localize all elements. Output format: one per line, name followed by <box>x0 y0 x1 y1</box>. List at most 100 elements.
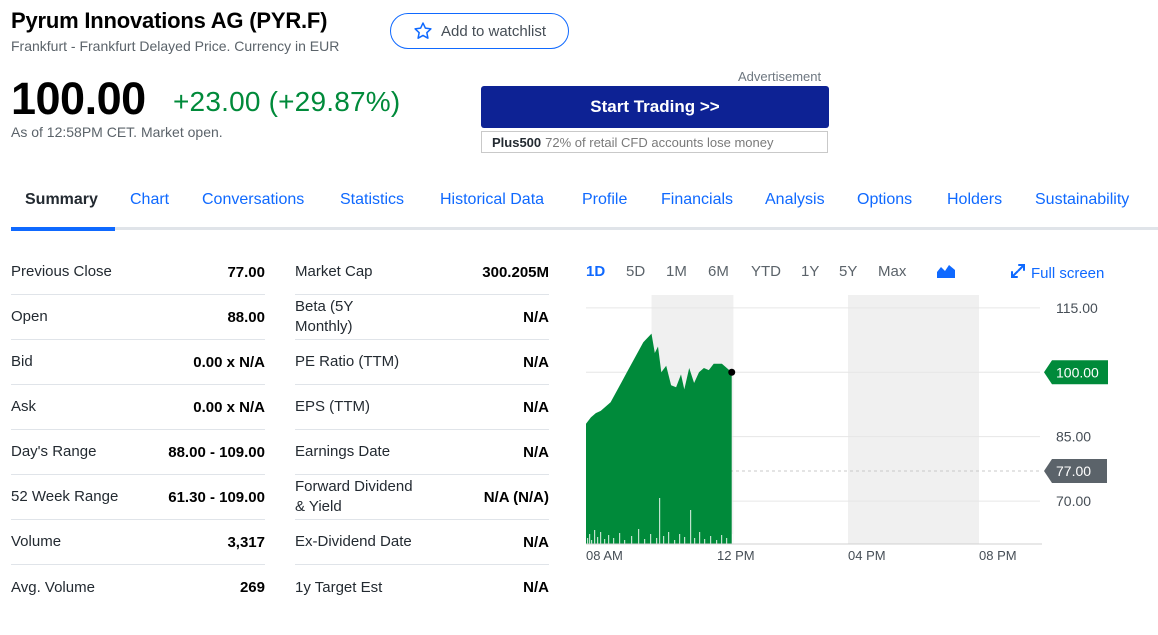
star-icon <box>413 21 433 41</box>
volume-bar <box>613 538 615 544</box>
ad-disclaimer[interactable]: Plus500 72% of retail CFD accounts lose … <box>481 131 828 153</box>
stat-value: N/A <box>523 533 549 551</box>
volume-bar <box>631 536 633 544</box>
range-1m-button[interactable]: 1M <box>666 263 687 280</box>
summary-table-left: Previous Close 77.00 Open 88.00 Bid 0.00 x … <box>11 250 265 610</box>
stat-label: Day's Range <box>11 443 97 460</box>
current-price-tag <box>1044 360 1108 385</box>
price-change: +23.00 (+29.87%) <box>173 86 401 117</box>
stat-label: EPS (TTM) <box>295 398 370 415</box>
tab-sustainability[interactable]: Sustainability <box>1035 191 1130 208</box>
stat-value: 269 <box>239 579 265 596</box>
tab-chart[interactable]: Chart <box>130 191 170 208</box>
table-row: Volume 3,317 <box>11 520 265 565</box>
volume-bar <box>732 534 734 544</box>
tab-summary[interactable]: Summary <box>25 191 98 208</box>
table-row: Ask 0.00 x N/A <box>11 385 265 430</box>
range-5d-button[interactable]: 5D <box>626 263 646 280</box>
range-1d-button[interactable]: 1D <box>586 263 606 280</box>
summary-table-right: Market Cap 300.205M Beta (5Y Monthly) N/A … <box>295 250 549 610</box>
current-price-marker <box>728 368 736 376</box>
table-row: Day's Range 88.00 - 109.00 <box>11 430 265 475</box>
y-tick-label: 85.00 <box>1056 429 1091 445</box>
x-tick-label: 08 AM <box>586 548 623 563</box>
exchange-subtitle: Frankfurt - Frankfurt Delayed Price. Cur… <box>11 38 340 54</box>
price-area <box>586 333 732 544</box>
table-row: Avg. Volume 269 <box>11 565 265 610</box>
table-row: Previous Close 77.00 <box>11 250 265 295</box>
range-1y-button[interactable]: 1Y <box>801 263 820 280</box>
chart-shaded-region <box>848 295 979 544</box>
table-row: Earnings Date N/A <box>295 430 549 475</box>
range-6m-button[interactable]: 6M <box>708 263 729 280</box>
stat-value: 0.00 x N/A <box>193 398 265 416</box>
volume-bar <box>656 538 658 544</box>
ad-disclaimer-text: 72% of retail CFD accounts lose money <box>545 134 774 150</box>
tab-conversations[interactable]: Conversations <box>202 191 305 208</box>
range-max-button[interactable]: Max <box>878 263 907 280</box>
volume-bar <box>742 537 744 544</box>
table-row: Open 88.00 <box>11 295 265 340</box>
stat-value: 88.00 <box>227 308 265 326</box>
volume-bar <box>716 540 718 544</box>
full-screen-button[interactable]: Full screen <box>1010 263 1104 283</box>
table-row: Beta (5Y Monthly) N/A <box>295 295 549 340</box>
volume-bar <box>704 539 706 544</box>
tab-profile[interactable]: Profile <box>582 191 628 208</box>
volume-bar <box>710 536 712 544</box>
watchlist-label: Add to watchlist <box>440 22 547 40</box>
table-row: EPS (TTM) N/A <box>295 385 549 430</box>
range-5y-button[interactable]: 5Y <box>839 263 858 280</box>
stat-label: Open <box>11 308 48 325</box>
stat-value: 88.00 - 109.00 <box>168 443 265 461</box>
x-tick-label: 08 PM <box>979 548 1017 563</box>
tab-statistics[interactable]: Statistics <box>340 191 405 208</box>
stat-label: Bid <box>11 353 33 370</box>
mountain-chart-icon[interactable] <box>937 264 955 283</box>
start-trading-button[interactable]: Start Trading >> <box>481 86 829 128</box>
tab-analysis[interactable]: Analysis <box>765 191 825 208</box>
volume-bar <box>608 535 610 544</box>
volume-bar <box>604 539 606 544</box>
volume-bar <box>591 540 593 544</box>
tab-historical-data[interactable]: Historical Data <box>440 191 545 208</box>
stat-value: 3,317 <box>227 533 265 551</box>
stat-value: N/A <box>523 398 549 416</box>
tab-financials[interactable]: Financials <box>661 191 734 208</box>
stat-label: Earnings Date <box>295 443 391 460</box>
tab-options[interactable]: Options <box>857 191 913 208</box>
stat-value: 300.205M <box>482 263 549 281</box>
volume-bar <box>644 539 646 544</box>
stat-value: N/A <box>523 353 549 371</box>
stat-label: 52 Week Range <box>11 488 119 505</box>
stat-label: Previous Close <box>11 263 112 280</box>
volume-bar <box>587 538 589 544</box>
volume-bar <box>597 537 599 544</box>
add-to-watchlist-button[interactable]: Add to watchlist <box>390 13 569 49</box>
stat-value: N/A (N/A) <box>483 488 549 506</box>
volume-bar <box>663 536 665 544</box>
volume-bar <box>594 530 596 544</box>
stat-value: 77.00 <box>227 263 265 281</box>
range-ytd-button[interactable]: YTD <box>751 263 781 280</box>
volume-bar <box>624 540 626 544</box>
stat-label: Volume <box>11 533 62 550</box>
volume-bar <box>684 537 686 544</box>
volume-bar <box>668 532 670 544</box>
table-row: 1y Target Est N/A <box>295 565 549 610</box>
quote-nav-tabs: Summary Chart Conversations Statistics H… <box>11 180 1158 231</box>
current-price-tag-label: 100.00 <box>1056 364 1099 380</box>
x-tick-label: 12 PM <box>717 548 755 563</box>
table-row: Forward Dividend & Yield N/A (N/A) <box>295 475 549 520</box>
volume-bar <box>619 533 621 544</box>
tab-holders[interactable]: Holders <box>947 191 1003 208</box>
stat-label: 1y Target Est <box>295 578 383 596</box>
table-row: Bid 0.00 x N/A <box>11 340 265 385</box>
y-tick-label: 115.00 <box>1056 300 1098 316</box>
previous-close-tag <box>1044 459 1107 484</box>
stat-label: PE Ratio (TTM) <box>295 353 400 370</box>
stat-label: Forward Dividend & Yield <box>295 478 413 515</box>
stat-value: 0.00 x N/A <box>193 353 265 371</box>
stat-label: Market Cap <box>295 263 373 280</box>
table-row: 52 Week Range 61.30 - 109.00 <box>11 475 265 520</box>
